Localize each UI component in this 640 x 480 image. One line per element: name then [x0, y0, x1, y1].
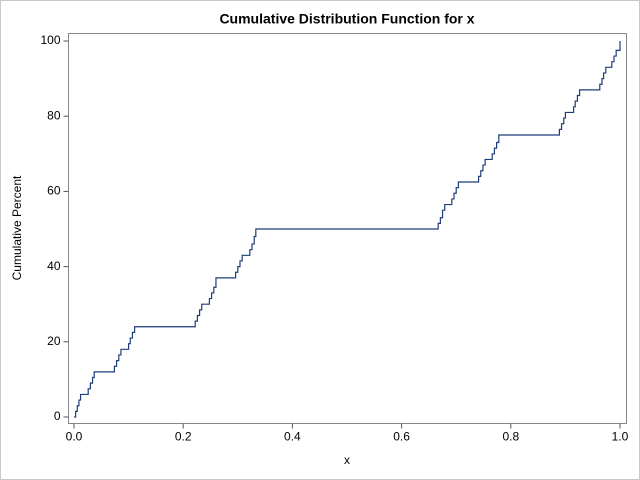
- y-tick-label: 40: [47, 259, 61, 273]
- y-axis-label: Cumulative Percent: [10, 175, 24, 280]
- cdf-line: [74, 41, 621, 418]
- x-tick-label: 0.0: [66, 430, 83, 444]
- x-tick-label: 1.0: [612, 430, 629, 444]
- x-axis-label: x: [344, 453, 350, 467]
- chart-title: Cumulative Distribution Function for x: [219, 11, 474, 27]
- y-tick-label: 80: [47, 108, 61, 122]
- y-tick-label: 0: [54, 409, 61, 423]
- plot-frame: [68, 33, 627, 424]
- y-tick-label: 20: [47, 334, 61, 348]
- y-tick-label: 100: [40, 33, 60, 47]
- x-tick-label: 0.4: [284, 430, 301, 444]
- x-tick-label: 0.6: [393, 430, 410, 444]
- y-tick-label: 60: [47, 184, 61, 198]
- x-tick-label: 0.2: [175, 430, 192, 444]
- x-tick-label: 0.8: [502, 430, 519, 444]
